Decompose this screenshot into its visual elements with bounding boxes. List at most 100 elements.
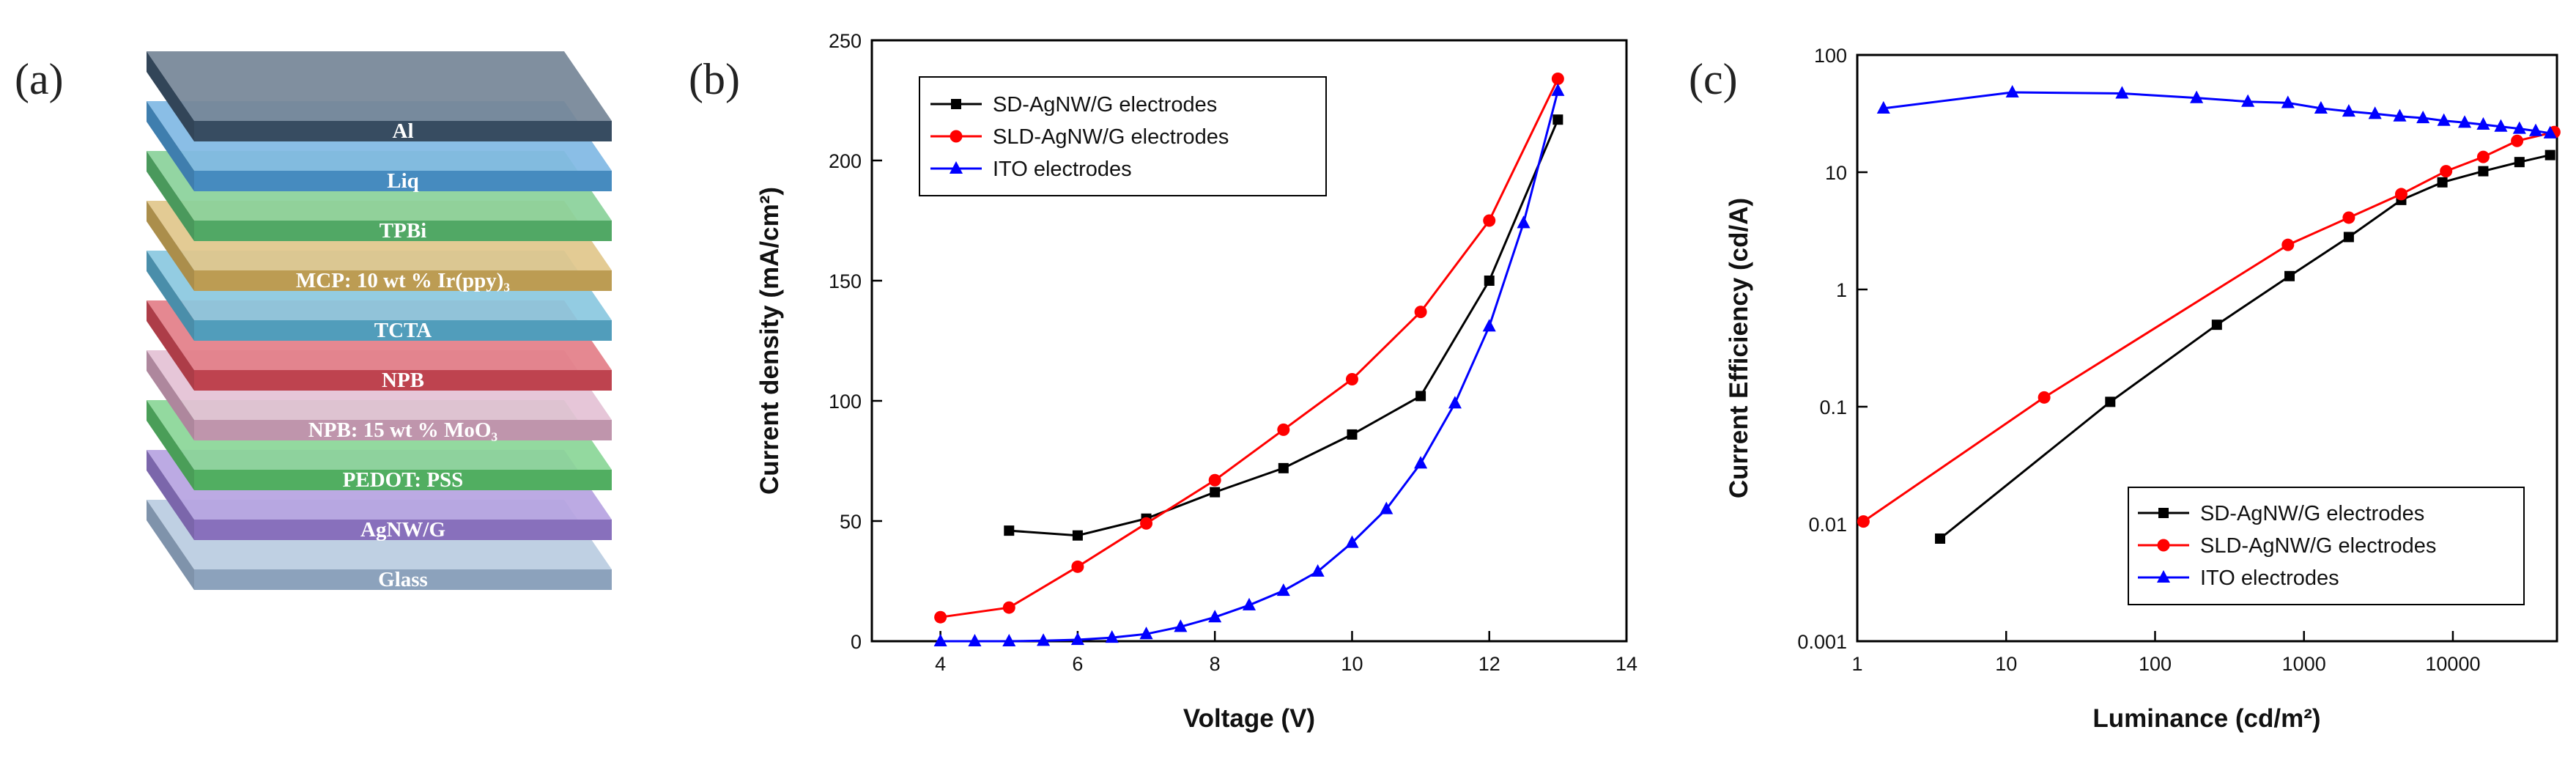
series-line: [1939, 154, 2551, 540]
x-tick-label: 1: [1851, 653, 1862, 675]
layer-side-face: [194, 470, 612, 490]
data-point-marker: [1311, 564, 1325, 577]
series-ito-electrodes: [933, 83, 1565, 647]
data-point-marker: [2190, 90, 2204, 103]
data-point-marker: [1345, 535, 1359, 548]
data-point-marker: [2394, 188, 2407, 201]
data-point-marker: [1482, 319, 1496, 332]
legend-c: SD-AgNW/G electrodes SLD-AgNW/G electrode…: [2128, 487, 2525, 605]
data-point-marker: [2241, 94, 2255, 107]
data-point-marker: [1139, 627, 1153, 640]
data-point-marker: [2281, 238, 2295, 251]
data-point-marker: [1484, 276, 1495, 286]
data-point-marker: [1380, 501, 1394, 514]
legend-item-sld-agnw-g-electrodes: SLD-AgNW/G electrodes: [930, 125, 1229, 149]
legend-item-ito-electrodes: ITO electrodes: [2138, 566, 2339, 590]
data-point-marker: [1277, 423, 1290, 436]
data-point-marker: [1071, 560, 1084, 573]
layer-label: Glass: [378, 568, 428, 591]
plot-frame-c: [1856, 53, 2558, 643]
data-point-marker: [2343, 232, 2354, 243]
layer-label: Liq: [387, 169, 419, 193]
data-point-marker: [2437, 113, 2451, 126]
series-ito-electrodes: [1876, 84, 2557, 139]
data-point-marker: [2157, 539, 2170, 552]
layer-label: AgNW/G: [360, 518, 445, 542]
y-tick-label: 50: [840, 511, 862, 533]
data-point-marker: [1070, 632, 1084, 646]
y-tick-label: 250: [829, 30, 862, 52]
y-axis-title-c: Current Efficiency (cd/A): [1725, 198, 1753, 498]
x-tick-label: 6: [1072, 653, 1083, 675]
layer-left-face: [147, 300, 194, 391]
data-point-marker: [2005, 84, 2019, 98]
layer-label: PEDOT: PSS: [343, 468, 464, 492]
series-line: [1862, 130, 2555, 522]
layer-label: TCTA: [374, 319, 432, 342]
layer-label: NPB: 15 wt % MoO₃: [308, 418, 498, 442]
panel-c-chart: 1 10 100 1000 10000 0.001 0.01 0.1 1 10 100 SD-AgN…: [1725, 45, 2561, 733]
legend-label: SLD-AgNW/G electrodes: [993, 125, 1229, 149]
layer-left-face: [147, 500, 194, 590]
series-sld-agnw-g-electrodes: [934, 72, 1564, 624]
data-point-marker: [1276, 583, 1290, 597]
data-point-marker: [1002, 601, 1015, 614]
series-line: [1883, 91, 2550, 135]
layer-label: TPBi: [380, 219, 426, 243]
data-point-marker: [1347, 429, 1358, 440]
x-axis-title-c: Luminance (cd/m²): [2092, 704, 2320, 733]
data-point-marker: [2514, 157, 2525, 168]
data-point-marker: [2494, 119, 2508, 132]
y-tick-label: 200: [829, 150, 862, 172]
data-point-marker: [2368, 106, 2382, 119]
data-point-marker: [1002, 633, 1016, 647]
layer-left-face: [147, 350, 194, 440]
legend-item-sld-agnw-g-electrodes: SLD-AgNW/G electrodes: [2138, 534, 2436, 558]
y-axis-title-b: Current density (mA/cm²): [755, 187, 784, 495]
data-point-marker: [1517, 215, 1531, 229]
data-point-marker: [2115, 86, 2129, 99]
x-tick-label: 10: [1995, 653, 2017, 675]
legend-item-sd-agnw-g-electrodes: SD-AgNW/G electrodes: [2138, 502, 2424, 525]
layer-label: NPB: [382, 369, 424, 392]
x-tick-label: 12: [1478, 653, 1500, 675]
data-point-marker: [1208, 473, 1221, 487]
data-point-marker: [1935, 533, 1946, 544]
data-point-marker: [1551, 72, 1564, 85]
layer-side-face: [194, 121, 612, 141]
layer-side-face: [194, 569, 612, 590]
panel-label-c: (c): [1689, 55, 1738, 103]
layer-top-face: [147, 51, 612, 121]
data-point-marker: [1551, 83, 1565, 96]
data-point-marker: [2342, 211, 2355, 224]
legend-label: SD-AgNW/G electrodes: [993, 93, 1217, 117]
data-point-marker: [2314, 100, 2328, 114]
data-point-marker: [1105, 630, 1119, 643]
series-sd-agnw-g-electrodes: [1935, 149, 2555, 544]
stack-layer-al: Al: [147, 51, 612, 143]
data-point-marker: [2440, 165, 2453, 178]
layer-left-face: [147, 400, 194, 490]
x-tick-label: 100: [2139, 653, 2172, 675]
series-line: [940, 78, 1559, 618]
layer-left-face: [147, 251, 194, 341]
data-point-marker: [2511, 134, 2524, 147]
data-point-marker: [1552, 114, 1563, 125]
data-point-marker: [2393, 108, 2407, 122]
data-point-marker: [2211, 320, 2222, 331]
x-axis-title-b: Voltage (V): [1183, 704, 1315, 733]
data-point-marker: [2038, 391, 2051, 404]
layer-left-face: [147, 101, 194, 191]
layer-left-face: [147, 51, 194, 141]
data-point-marker: [1004, 525, 1015, 536]
data-point-marker: [2476, 150, 2490, 163]
data-point-marker: [2342, 103, 2355, 117]
data-point-marker: [1037, 633, 1051, 646]
data-point-marker: [1208, 610, 1222, 623]
legend-item-ito-electrodes: ITO electrodes: [930, 158, 1132, 181]
data-point-marker: [1857, 515, 1870, 528]
y-tick-label: 0.01: [1808, 514, 1847, 536]
series-sld-agnw-g-electrodes: [1857, 125, 2561, 528]
layer-side-face: [194, 520, 612, 540]
data-point-marker: [950, 130, 963, 143]
